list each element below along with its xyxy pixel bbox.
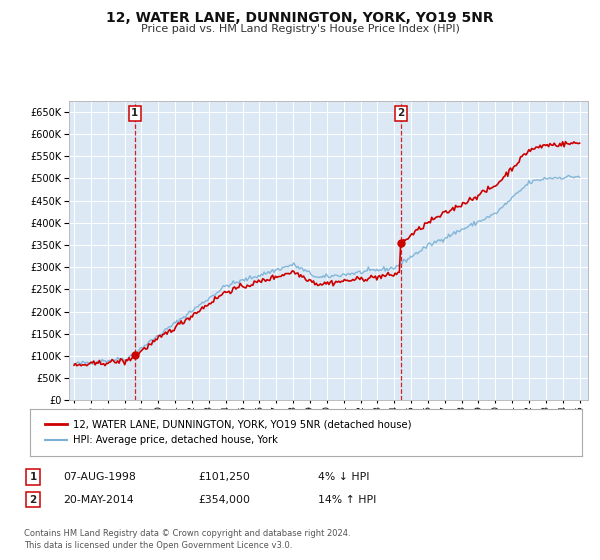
Text: 4% ↓ HPI: 4% ↓ HPI bbox=[318, 472, 370, 482]
Text: Contains HM Land Registry data © Crown copyright and database right 2024.: Contains HM Land Registry data © Crown c… bbox=[24, 529, 350, 538]
Text: 2: 2 bbox=[29, 494, 37, 505]
Text: 20-MAY-2014: 20-MAY-2014 bbox=[63, 494, 134, 505]
Text: £101,250: £101,250 bbox=[198, 472, 250, 482]
Text: 2: 2 bbox=[397, 108, 404, 118]
Text: Price paid vs. HM Land Registry's House Price Index (HPI): Price paid vs. HM Land Registry's House … bbox=[140, 24, 460, 34]
Text: 07-AUG-1998: 07-AUG-1998 bbox=[63, 472, 136, 482]
Text: 1: 1 bbox=[29, 472, 37, 482]
Text: 14% ↑ HPI: 14% ↑ HPI bbox=[318, 494, 376, 505]
Text: This data is licensed under the Open Government Licence v3.0.: This data is licensed under the Open Gov… bbox=[24, 541, 292, 550]
Legend: 12, WATER LANE, DUNNINGTON, YORK, YO19 5NR (detached house), HPI: Average price,: 12, WATER LANE, DUNNINGTON, YORK, YO19 5… bbox=[41, 416, 415, 449]
Text: 1: 1 bbox=[131, 108, 139, 118]
Text: £354,000: £354,000 bbox=[198, 494, 250, 505]
Text: 12, WATER LANE, DUNNINGTON, YORK, YO19 5NR: 12, WATER LANE, DUNNINGTON, YORK, YO19 5… bbox=[106, 11, 494, 25]
